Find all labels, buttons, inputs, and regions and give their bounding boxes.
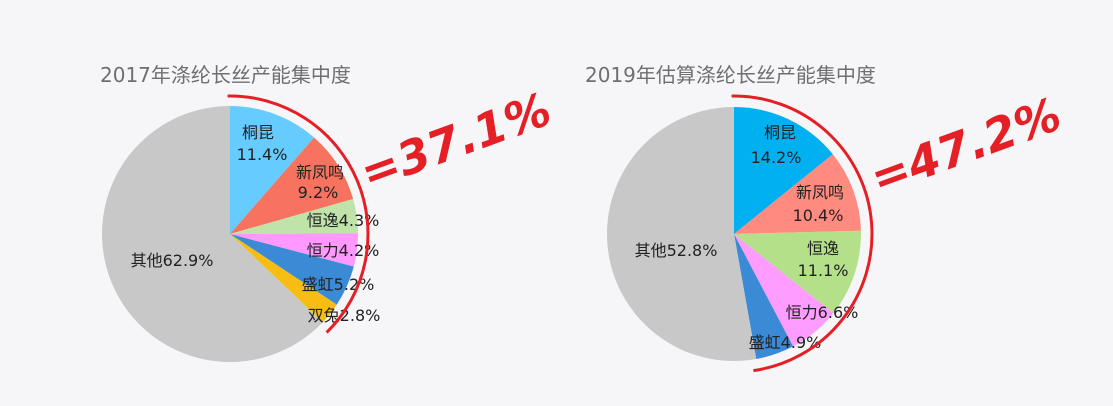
slice-label-桐昆: 桐昆 bbox=[242, 123, 274, 142]
pie-slice-其他 bbox=[102, 106, 323, 362]
slice-label-其他: 其他62.9% bbox=[131, 251, 214, 270]
slice-label-恒逸: 恒逸 bbox=[807, 239, 839, 258]
pie-slice-桐昆 bbox=[734, 107, 833, 234]
slice-value-新凤鸣: 10.4% bbox=[793, 206, 844, 225]
pie-slice-盛虹 bbox=[734, 234, 794, 360]
pie-chart-2019: 2019年估算涤纶长丝产能集中度 桐昆 14.2% 新凤鸣 10.4% 恒逸 11.1% 恒… bbox=[585, 63, 1068, 373]
pie-slice-新凤鸣 bbox=[734, 154, 861, 234]
pie-slice-新凤鸣 bbox=[230, 137, 354, 234]
pie-slice-其他 bbox=[606, 107, 757, 361]
slice-label-恒逸: 恒逸4.3% bbox=[307, 211, 380, 230]
slice-label-双兔: 双兔2.8% bbox=[308, 306, 381, 325]
pie-slice-恒力 bbox=[734, 234, 834, 347]
pie-slices-2017 bbox=[102, 106, 358, 362]
slice-value-恒逸: 11.1% bbox=[798, 261, 849, 280]
slice-value-桐昆: 11.4% bbox=[237, 145, 288, 164]
pie-slice-双兔 bbox=[230, 234, 337, 323]
slice-label-其他: 其他52.8% bbox=[635, 241, 718, 260]
slice-value-新凤鸣: 9.2% bbox=[298, 183, 339, 202]
pie-slice-桐昆 bbox=[230, 106, 315, 234]
slice-label-恒力: 恒力6.6% bbox=[786, 303, 859, 322]
chart-title-2017: 2017年涤纶长丝产能集中度 bbox=[100, 63, 351, 87]
pie-slice-盛虹 bbox=[230, 234, 354, 305]
slice-value-桐昆: 14.2% bbox=[751, 148, 802, 167]
slice-label-盛虹: 盛虹5.2% bbox=[302, 275, 375, 294]
slice-label-盛虹: 盛虹4.9% bbox=[749, 333, 822, 352]
concentration-value-2019: =47.2% bbox=[863, 87, 1068, 206]
concentration-value-2017: =37.1% bbox=[353, 82, 558, 201]
slice-label-新凤鸣: 新凤鸣 bbox=[296, 163, 344, 182]
pie-slice-恒逸 bbox=[230, 199, 358, 234]
pie-slice-恒逸 bbox=[734, 230, 861, 314]
pie-slice-恒力 bbox=[230, 233, 358, 267]
concentration-arc-2019 bbox=[731, 94, 874, 373]
slice-label-桐昆: 桐昆 bbox=[764, 123, 796, 142]
slice-label-新凤鸣: 新凤鸣 bbox=[796, 183, 844, 202]
slice-labels-2019: 桐昆 14.2% 新凤鸣 10.4% 恒逸 11.1% 恒力6.6% 盛虹4.9% 其他52.8… bbox=[635, 123, 859, 352]
pie-slices-2019 bbox=[606, 107, 861, 361]
slice-label-恒力: 恒力4.2% bbox=[307, 241, 380, 260]
chart-title-2019: 2019年估算涤纶长丝产能集中度 bbox=[585, 63, 876, 87]
concentration-arc-2017 bbox=[227, 94, 370, 334]
